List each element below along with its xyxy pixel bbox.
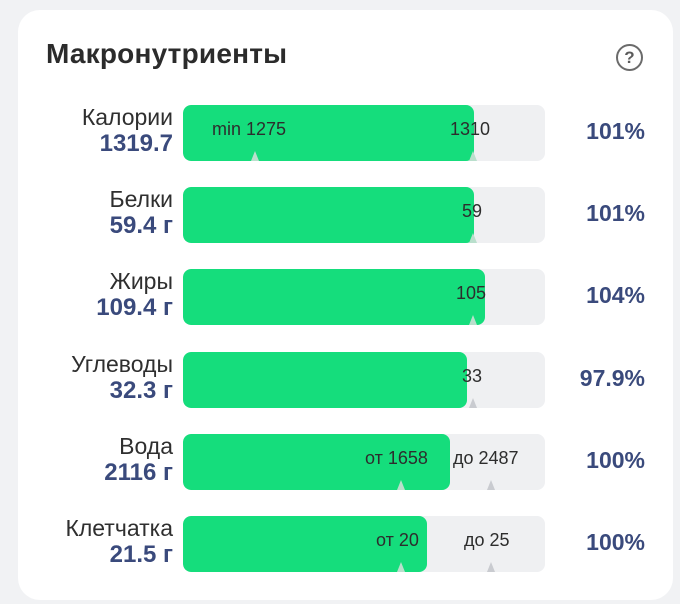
- row-label: Белки 59.4 г: [110, 186, 173, 240]
- progress-bar: min 1275 1310: [183, 105, 545, 161]
- range-start-label: от 1658: [365, 448, 428, 468]
- target-marker-icon: [469, 233, 477, 243]
- row-label: Жиры 109.4 г: [96, 268, 173, 322]
- progress-fill: [183, 352, 468, 408]
- target-label: 33: [462, 366, 483, 386]
- range-end-label: до 2487: [453, 448, 519, 468]
- target-marker-icon: [469, 315, 477, 325]
- range-end-marker-icon: [487, 562, 495, 572]
- row-calories: Калории 1319.7 min 1275 1310 101%: [0, 104, 680, 164]
- range-start-marker-icon: [397, 562, 405, 572]
- min-marker-icon: [251, 151, 259, 161]
- nutrient-name: Жиры: [109, 268, 173, 294]
- row-water: Вода 2116 г от 1658 до 2487 100%: [0, 433, 680, 493]
- nutrient-name: Белки: [109, 186, 173, 212]
- progress-bar: от 1658 до 2487: [183, 434, 545, 490]
- range-start-marker-icon: [397, 480, 405, 490]
- nutrient-amount: 109.4 г: [96, 294, 173, 321]
- target-marker-icon: [469, 398, 477, 408]
- percent-value: 104%: [586, 282, 645, 308]
- nutrient-name: Вода: [119, 433, 173, 459]
- range-end-marker-icon: [487, 480, 495, 490]
- progress-fill: [183, 105, 475, 161]
- progress-bar: 105: [183, 269, 545, 325]
- progress-bar: от 20 до 25: [183, 516, 545, 572]
- row-protein: Белки 59.4 г 59 101%: [0, 186, 680, 246]
- nutrient-amount: 1319.7: [99, 130, 173, 157]
- nutrient-amount: 59.4 г: [109, 212, 173, 239]
- help-icon[interactable]: ?: [616, 44, 643, 71]
- row-label: Клетчатка 21.5 г: [65, 515, 173, 569]
- row-label: Калории 1319.7: [82, 104, 173, 158]
- percent-value: 101%: [586, 118, 645, 144]
- nutrient-name: Калории: [81, 104, 173, 130]
- target-marker-icon: [469, 151, 477, 161]
- nutrient-amount: 21.5 г: [109, 541, 173, 568]
- nutrient-name: Клетчатка: [65, 515, 173, 541]
- progress-fill: [183, 187, 475, 243]
- row-carbs: Углеводы 32.3 г 33 97.9%: [0, 351, 680, 411]
- nutrient-name: Углеводы: [71, 351, 173, 377]
- progress-fill: [183, 434, 450, 490]
- row-fiber: Клетчатка 21.5 г от 20 до 25 100%: [0, 515, 680, 575]
- percent-value: 97.9%: [579, 365, 645, 391]
- row-fats: Жиры 109.4 г 105 104%: [0, 268, 680, 328]
- nutrient-amount: 2116 г: [104, 459, 173, 486]
- percent-value: 100%: [586, 529, 645, 555]
- progress-fill: [183, 516, 427, 572]
- progress-bar: 59: [183, 187, 545, 243]
- row-label: Вода 2116 г: [104, 433, 173, 487]
- row-label: Углеводы 32.3 г: [71, 351, 173, 405]
- percent-value: 101%: [586, 200, 645, 226]
- range-start-label: от 20: [376, 530, 419, 550]
- min-label: min 1275: [212, 119, 287, 139]
- nutrient-amount: 32.3 г: [109, 377, 173, 404]
- target-label: 105: [456, 283, 487, 303]
- target-label: 59: [462, 201, 483, 221]
- progress-bar: 33: [183, 352, 545, 408]
- percent-value: 100%: [586, 447, 645, 473]
- card-title: Макронутриенты: [46, 38, 288, 69]
- progress-fill: [183, 269, 486, 325]
- range-end-label: до 25: [464, 530, 510, 550]
- target-label: 1310: [450, 119, 491, 139]
